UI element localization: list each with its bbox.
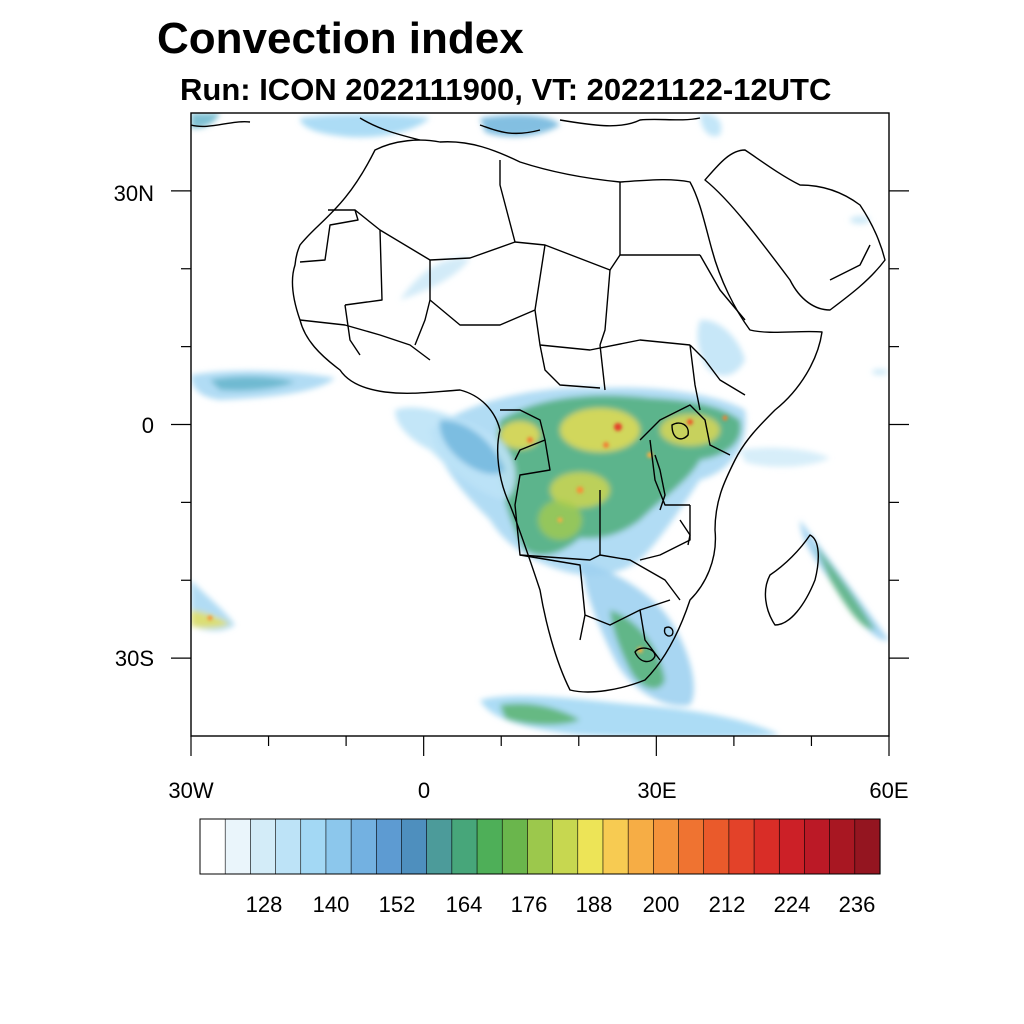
colorbar-swatch	[552, 818, 579, 875]
colorbar-label-188: 188	[576, 892, 613, 917]
colorbar-swatch	[854, 818, 881, 875]
colorbar-swatch	[753, 818, 780, 875]
colorbar-swatch	[224, 818, 251, 875]
colorbar-swatch	[678, 818, 705, 875]
colorbar-swatch	[829, 818, 856, 875]
colorbar-swatch	[325, 818, 352, 875]
colorbar-label-236: 236	[839, 892, 876, 917]
colorbar-label-128: 128	[246, 892, 283, 917]
colorbar-swatch	[501, 818, 529, 875]
map-frame	[171, 112, 909, 756]
lon-tick-label-30e: 30E	[637, 778, 676, 803]
colorbar-swatch	[375, 818, 403, 875]
colorbar-swatch	[703, 818, 730, 875]
colorbar-swatch	[401, 818, 428, 875]
colorbar-swatch	[250, 818, 277, 875]
lat-tick-label-0: 0	[142, 413, 154, 438]
colorbar-swatch	[199, 818, 226, 875]
convection-shading	[191, 113, 889, 736]
colorbar-label-200: 200	[643, 892, 680, 917]
colorbar-label-224: 224	[774, 892, 811, 917]
colorbar-swatch	[300, 818, 327, 875]
colorbar-swatch	[728, 818, 755, 875]
colorbar-label-152: 152	[379, 892, 416, 917]
colorbar-swatch	[451, 818, 478, 875]
colorbar-label-212: 212	[709, 892, 746, 917]
colorbar-swatch	[527, 818, 554, 875]
colorbar-swatch	[275, 818, 302, 875]
colorbar-swatch	[426, 818, 453, 875]
colorbar-swatch	[804, 818, 831, 875]
map-subtitle: Run: ICON 2022111900, VT: 20221122-12UTC	[180, 72, 832, 107]
colorbar: 128 140 152 164 176 188 200 212 224 236	[199, 818, 881, 917]
colorbar-swatch	[350, 818, 377, 875]
lat-tick-label-30n: 30N	[114, 181, 154, 206]
colorbar-label-176: 176	[511, 892, 548, 917]
colorbar-label-140: 140	[313, 892, 350, 917]
axis-labels: 30N 0 30S 30W 0 30E 60E	[114, 181, 909, 803]
colorbar-swatch	[653, 818, 680, 875]
colorbar-swatch	[778, 818, 806, 875]
colorbar-swatch	[602, 818, 629, 875]
map-title: Convection index	[157, 14, 524, 63]
colorbar-swatch	[577, 818, 604, 875]
colorbar-swatch	[476, 818, 503, 875]
lon-tick-label-60e: 60E	[869, 778, 908, 803]
lat-tick-label-30s: 30S	[115, 646, 154, 671]
colorbar-label-164: 164	[446, 892, 483, 917]
lon-tick-label-0: 0	[418, 778, 430, 803]
lon-tick-label-30w: 30W	[168, 778, 213, 803]
coastlines-and-borders	[191, 117, 886, 693]
colorbar-swatch	[627, 818, 654, 875]
